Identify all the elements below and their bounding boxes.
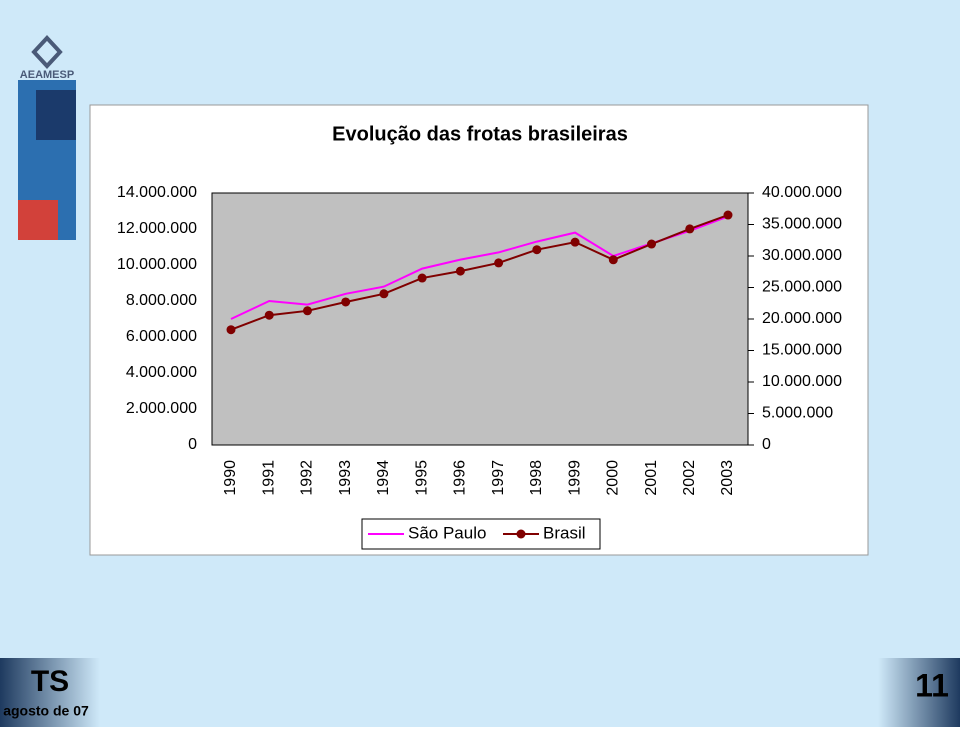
- y2-tick-label: 30.000.000: [762, 247, 842, 264]
- y-tick-label: 12.000.000: [117, 220, 197, 237]
- data-point: [723, 210, 733, 220]
- page-number: 11: [915, 667, 949, 703]
- data-point: [341, 297, 351, 307]
- x-tick-label: 2000: [605, 460, 622, 496]
- series-line: [230, 214, 729, 331]
- x-tick-label: 1996: [452, 460, 469, 496]
- data-point: [417, 273, 427, 283]
- data-point: [264, 310, 274, 320]
- footer-date: agosto de 07: [3, 703, 89, 719]
- data-point: [647, 239, 657, 249]
- x-tick-label: 1990: [222, 460, 239, 496]
- y2-tick-label: 5.000.000: [762, 405, 833, 422]
- data-point: [455, 266, 465, 276]
- legend-label: Brasil: [543, 523, 586, 542]
- x-tick-label: 1998: [528, 460, 545, 496]
- legend-marker: [516, 529, 526, 539]
- y2-tick-label: 35.000.000: [762, 216, 842, 233]
- x-tick-label: 2002: [681, 460, 698, 496]
- x-tick-label: 1992: [299, 460, 316, 496]
- x-tick-label: 2003: [719, 460, 736, 496]
- x-tick-label: 1999: [566, 460, 583, 496]
- y-tick-label: 14.000.000: [117, 184, 197, 201]
- logo-text: AEAMESP: [20, 69, 74, 81]
- x-tick-label: 1991: [260, 460, 277, 496]
- x-tick-label: 1995: [413, 460, 430, 496]
- plot-area: [211, 192, 749, 446]
- x-tick-label: 1997: [490, 460, 507, 496]
- y-tick-label: 0: [188, 436, 197, 453]
- data-point: [532, 245, 542, 255]
- data-point: [608, 255, 618, 265]
- logo: AEAMESP: [18, 35, 76, 240]
- data-point: [570, 237, 580, 247]
- y2-tick-label: 15.000.000: [762, 342, 842, 359]
- data-point: [685, 224, 695, 234]
- series-line: [230, 215, 729, 320]
- footer-left: [0, 658, 100, 727]
- y-tick-label: 10.000.000: [117, 256, 197, 273]
- y-tick-label: 2.000.000: [126, 400, 197, 417]
- x-tick-label: 2001: [643, 460, 660, 496]
- legend-label: São Paulo: [408, 523, 486, 542]
- data-point: [379, 289, 389, 299]
- footer-right: [878, 658, 960, 727]
- data-point: [302, 306, 312, 316]
- y-tick-label: 4.000.000: [126, 364, 197, 381]
- x-tick-label: 1994: [375, 460, 392, 496]
- data-point: [494, 258, 504, 268]
- legend: [361, 518, 601, 550]
- y2-tick-label: 0: [762, 436, 771, 453]
- chart-title: Evolução das frotas brasileiras: [332, 123, 628, 145]
- y2-tick-label: 20.000.000: [762, 310, 842, 327]
- y2-tick-label: 10.000.000: [762, 373, 842, 390]
- y-tick-label: 8.000.000: [126, 292, 197, 309]
- footer-initials: TS: [31, 665, 69, 698]
- y2-tick-label: 25.000.000: [762, 279, 842, 296]
- y2-tick-label: 40.000.000: [762, 184, 842, 201]
- y-tick-label: 6.000.000: [126, 328, 197, 345]
- data-point: [226, 325, 236, 335]
- x-tick-label: 1993: [337, 460, 354, 496]
